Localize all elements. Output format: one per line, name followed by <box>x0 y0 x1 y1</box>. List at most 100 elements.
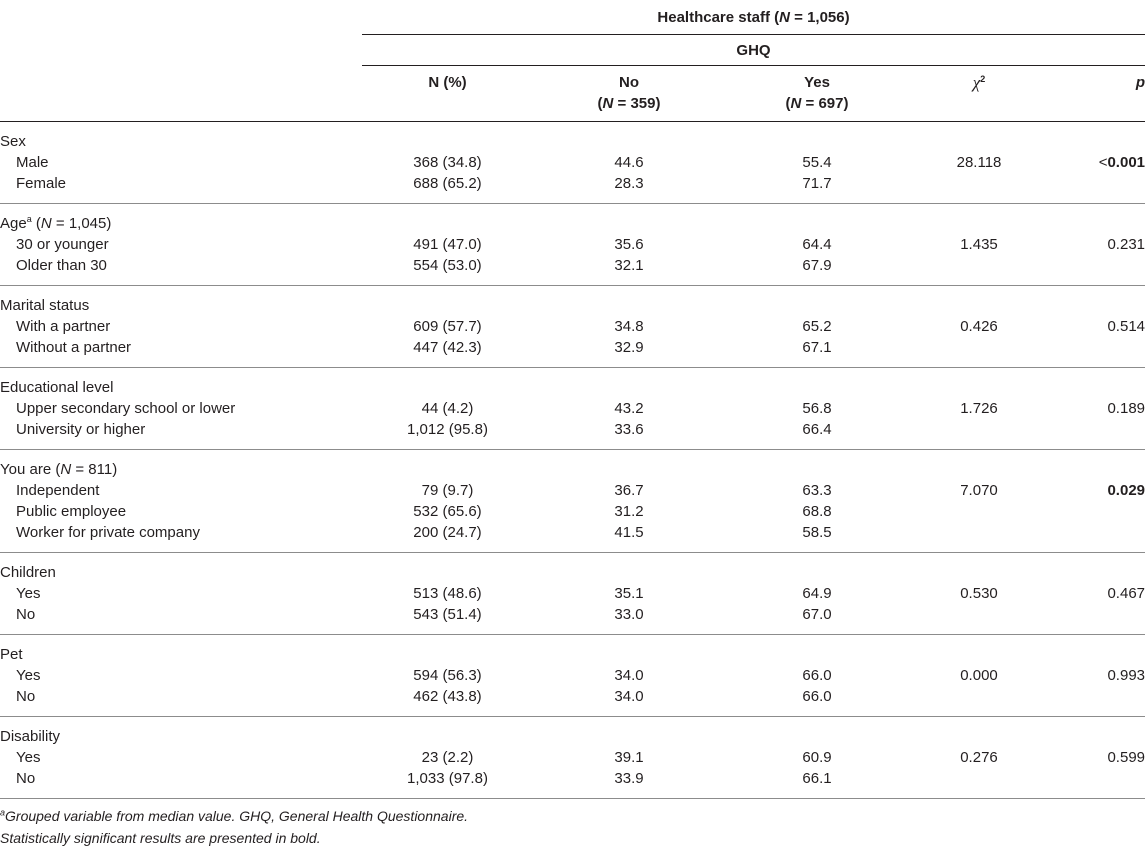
group-title: Children <box>0 564 56 581</box>
cell-p-value: 0.029 <box>1107 482 1145 499</box>
cell-chi-square <box>909 768 1049 799</box>
row-label: Male <box>16 154 49 171</box>
group-title-row: Children <box>0 553 1145 584</box>
cell-chi-square: 7.070 <box>960 482 998 499</box>
cell-n-pct: 594 (56.3) <box>413 667 482 684</box>
cell-yes: 67.9 <box>725 255 909 286</box>
cell-p-value <box>1049 173 1145 204</box>
row-label: Older than 30 <box>0 255 362 286</box>
cell-yes: 64.9 <box>802 585 832 602</box>
cell-yes: 67.0 <box>725 604 909 635</box>
table-row: Male 368 (34.8) 44.6 55.4 28.118 <0.001 <box>0 152 1145 173</box>
row-label: No <box>0 686 362 717</box>
cell-yes: 71.7 <box>725 173 909 204</box>
row-label: Yes <box>16 585 41 602</box>
cell-n-pct: 1,012 (95.8) <box>362 419 533 450</box>
group-title-row: Educational level <box>0 368 1145 399</box>
cell-yes: 64.4 <box>802 236 832 253</box>
table-row: Public employee 532 (65.6) 31.2 68.8 <box>0 501 1145 522</box>
cell-chi-square <box>909 255 1049 286</box>
column-header-p: p <box>1049 65 1145 122</box>
cell-chi-square: 1.726 <box>960 400 998 417</box>
cell-chi-square: 0.000 <box>960 667 998 684</box>
table-row: University or higher 1,012 (95.8) 33.6 66.4 <box>0 419 1145 450</box>
cell-yes: 66.0 <box>725 686 909 717</box>
column-header-no: No (N = 359) <box>533 65 725 122</box>
cell-chi-square <box>909 337 1049 368</box>
cell-no: 31.2 <box>614 503 644 520</box>
group-title-row: You are (N = 811) <box>0 450 1145 481</box>
cell-chi-square <box>909 522 1049 553</box>
cell-yes: 65.2 <box>802 318 832 335</box>
cell-yes: 66.4 <box>725 419 909 450</box>
cell-chi-square <box>909 686 1049 717</box>
cell-yes: 66.0 <box>802 667 832 684</box>
cell-p-value: <0.001 <box>1098 154 1145 171</box>
table-row: With a partner 609 (57.7) 34.8 65.2 0.426 0.5… <box>0 316 1145 337</box>
cell-n-pct: 1,033 (97.8) <box>362 768 533 799</box>
group-title-row: Sex <box>0 122 1145 153</box>
cell-yes: 68.8 <box>802 503 832 520</box>
table-row: Older than 30 554 (53.0) 32.1 67.9 <box>0 255 1145 286</box>
cell-chi-square: 0.530 <box>960 585 998 602</box>
cell-n-pct: 532 (65.6) <box>413 503 482 520</box>
cell-n-pct: 543 (51.4) <box>362 604 533 635</box>
cell-p-value <box>1049 255 1145 286</box>
cell-p-value <box>1049 604 1145 635</box>
cell-no: 43.2 <box>614 400 644 417</box>
group-title: Pet <box>0 646 23 663</box>
row-label: Worker for private company <box>0 522 362 553</box>
cell-n-pct: 491 (47.0) <box>413 236 482 253</box>
cell-p-value: 0.231 <box>1107 236 1145 253</box>
group-title-row: Pet <box>0 635 1145 666</box>
cell-p-value <box>1049 501 1145 522</box>
group-title: Educational level <box>0 379 114 396</box>
table-row: No 1,033 (97.8) 33.9 66.1 <box>0 768 1145 799</box>
cell-no: 39.1 <box>614 749 644 766</box>
row-label: University or higher <box>0 419 362 450</box>
row-label: Without a partner <box>0 337 362 368</box>
cell-n-pct: 23 (2.2) <box>421 749 474 766</box>
cell-no: 35.6 <box>614 236 644 253</box>
cell-yes: 60.9 <box>802 749 832 766</box>
cell-n-pct: 554 (53.0) <box>362 255 533 286</box>
cell-chi-square: 28.118 <box>956 154 1002 171</box>
cell-chi-square: 0.426 <box>960 318 998 335</box>
cell-n-pct: 609 (57.7) <box>413 318 482 335</box>
cell-no: 34.8 <box>614 318 644 335</box>
footnote-a: aGrouped variable from median value. GHQ… <box>0 807 469 824</box>
cell-no: 33.9 <box>533 768 725 799</box>
cell-p-value: 0.189 <box>1107 400 1145 417</box>
cell-no: 36.7 <box>614 482 644 499</box>
cell-chi-square <box>909 604 1049 635</box>
cell-no: 32.1 <box>533 255 725 286</box>
column-header-yes: Yes (N = 697) <box>725 65 909 122</box>
table-row: Upper secondary school or lower 44 (4.2) 4… <box>0 398 1145 419</box>
cell-n-pct: 462 (43.8) <box>362 686 533 717</box>
group-title-row: Disability <box>0 717 1145 748</box>
row-label: With a partner <box>16 318 111 335</box>
group-title: Sex <box>0 133 26 150</box>
row-label: 30 or younger <box>16 236 109 253</box>
group-title: You are (N = 811) <box>0 461 118 478</box>
row-label: Public employee <box>16 503 127 520</box>
cell-chi-square <box>909 173 1049 204</box>
cell-p-value <box>1049 522 1145 553</box>
cell-no: 41.5 <box>533 522 725 553</box>
cell-yes: 63.3 <box>802 482 832 499</box>
column-header-n-pct: N (%) <box>362 65 533 122</box>
cell-n-pct: 368 (34.8) <box>413 154 482 171</box>
cell-n-pct: 688 (65.2) <box>362 173 533 204</box>
row-label: No <box>0 604 362 635</box>
table-row: Worker for private company 200 (24.7) 41.5… <box>0 522 1145 553</box>
row-label: Yes <box>16 667 41 684</box>
row-label: No <box>0 768 362 799</box>
table-row: Female 688 (65.2) 28.3 71.7 <box>0 173 1145 204</box>
footnote-bold: Statistically significant results are pr… <box>0 830 321 846</box>
row-label: Yes <box>16 749 41 766</box>
cell-no: 28.3 <box>533 173 725 204</box>
cell-p-value <box>1049 337 1145 368</box>
table-footnotes: aGrouped variable from median value. GHQ… <box>0 799 1145 849</box>
cell-p-value: 0.467 <box>1107 585 1145 602</box>
